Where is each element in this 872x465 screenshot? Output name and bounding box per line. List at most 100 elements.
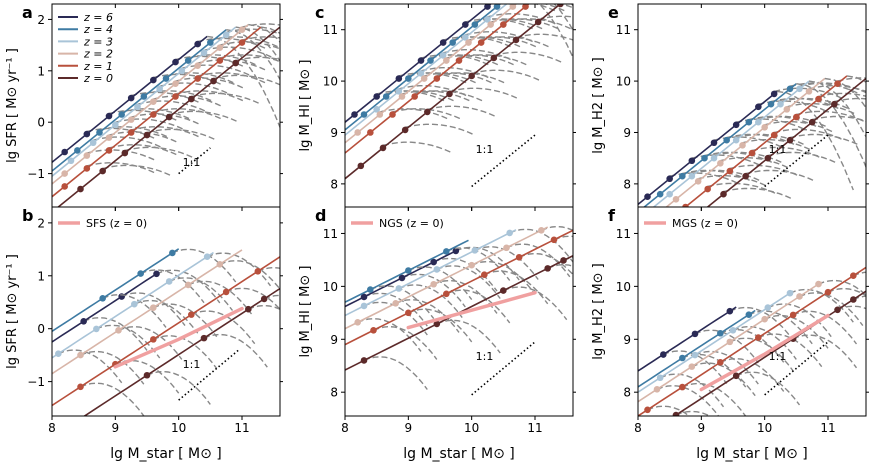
data-point-z3 — [360, 302, 368, 310]
data-point-z2 — [420, 75, 428, 82]
dashed-track — [449, 87, 520, 100]
plot-area — [345, 4, 573, 180]
plot-area — [52, 248, 280, 416]
observed-relation — [406, 290, 537, 330]
one-to-one-line — [178, 147, 211, 175]
dashed-track — [729, 337, 794, 372]
dashed-track — [656, 384, 720, 416]
data-point-z3 — [89, 139, 97, 147]
dashed-track — [818, 92, 866, 98]
data-point-z0 — [360, 357, 368, 364]
data-point-z3 — [200, 49, 208, 57]
data-point-z1 — [77, 383, 84, 391]
data-point-z2 — [487, 21, 494, 28]
dashed-track — [774, 128, 845, 141]
data-point-z1 — [682, 203, 689, 207]
data-point-z3 — [796, 85, 803, 93]
data-point-z1 — [515, 253, 523, 261]
dashed-track — [538, 15, 573, 21]
x-tick-label: 11 — [820, 421, 835, 435]
data-point-z6 — [688, 157, 696, 165]
data-point-z1 — [238, 39, 246, 46]
dashed-track — [786, 103, 857, 116]
data-point-z3 — [67, 157, 75, 165]
data-point-z4 — [701, 154, 708, 162]
data-point-z2 — [216, 44, 224, 51]
dashed-track — [659, 373, 725, 408]
dashed-tail — [865, 78, 866, 80]
data-point-z6 — [118, 293, 125, 300]
data-point-z3 — [395, 88, 403, 95]
dashed-track — [226, 28, 280, 35]
data-point-z6 — [710, 139, 718, 147]
dashed-track — [137, 100, 208, 113]
dashed-track — [96, 324, 161, 359]
data-point-z4 — [169, 249, 176, 257]
panel-e: 1:1 8 9 10 11e lg M_H2 [ M⊙ ] — [591, 3, 869, 211]
dashed-track — [401, 90, 472, 103]
data-point-z6 — [462, 21, 469, 28]
dashed-track — [481, 36, 552, 49]
dashed-track — [837, 305, 866, 311]
y-tick-label: 8 — [623, 177, 631, 191]
dashed-track — [197, 72, 268, 85]
dashed-tail — [260, 26, 280, 35]
data-point-z3 — [395, 285, 403, 292]
one-to-one-line — [471, 134, 536, 188]
dashed-track — [363, 356, 428, 390]
dashed-track — [799, 292, 864, 327]
data-point-z6 — [105, 112, 113, 120]
data-point-z4 — [162, 75, 170, 82]
data-point-z1 — [850, 272, 857, 279]
dashed-track — [487, 13, 558, 26]
data-point-z6 — [373, 93, 380, 100]
dashed-track — [248, 304, 280, 310]
data-point-z2 — [538, 226, 545, 234]
series-line-z0 — [706, 77, 866, 207]
series-line-z2 — [665, 77, 826, 207]
data-point-z2 — [376, 111, 384, 118]
data-point-z4 — [367, 286, 374, 293]
plot-area — [638, 266, 866, 416]
data-point-z2 — [194, 62, 201, 69]
data-point-z3 — [156, 85, 163, 93]
dashed-track — [512, 4, 573, 9]
dashed-track — [86, 162, 157, 175]
data-point-z3 — [506, 229, 513, 237]
data-point-z1 — [127, 129, 135, 136]
data-point-z3 — [178, 67, 186, 75]
y-tick-label: 0 — [37, 116, 45, 130]
data-point-z2 — [739, 142, 746, 149]
dashed-track — [818, 279, 866, 296]
dashed-track — [379, 108, 450, 121]
dashed-track — [808, 85, 866, 93]
data-point-z0 — [165, 113, 173, 121]
dashed-track — [553, 235, 573, 241]
one-to-one-label: 1:1 — [183, 156, 201, 169]
data-point-z2 — [503, 244, 510, 252]
dashed-track — [257, 266, 280, 272]
data-point-z2 — [783, 106, 791, 113]
data-point-z3 — [93, 325, 100, 333]
dashed-track — [93, 136, 164, 149]
series-line-z1 — [345, 229, 573, 346]
dashed-track — [357, 317, 422, 352]
axes-frame — [344, 206, 574, 417]
data-point-z1 — [644, 406, 651, 414]
data-point-z2 — [115, 327, 122, 334]
dashed-track — [169, 110, 240, 123]
dashed-track — [675, 410, 711, 416]
dashed-track — [723, 187, 794, 200]
data-point-z6 — [398, 274, 406, 282]
data-point-z3 — [777, 100, 784, 108]
dashed-track — [789, 133, 860, 146]
data-point-z3 — [484, 16, 491, 23]
data-point-z0 — [544, 265, 551, 272]
plot-area — [638, 75, 866, 207]
data-point-z6 — [83, 130, 91, 138]
data-point-z3 — [131, 300, 138, 308]
data-point-z4 — [679, 172, 686, 180]
data-point-z6 — [153, 270, 160, 278]
y-tick-label: 9 — [330, 126, 338, 140]
